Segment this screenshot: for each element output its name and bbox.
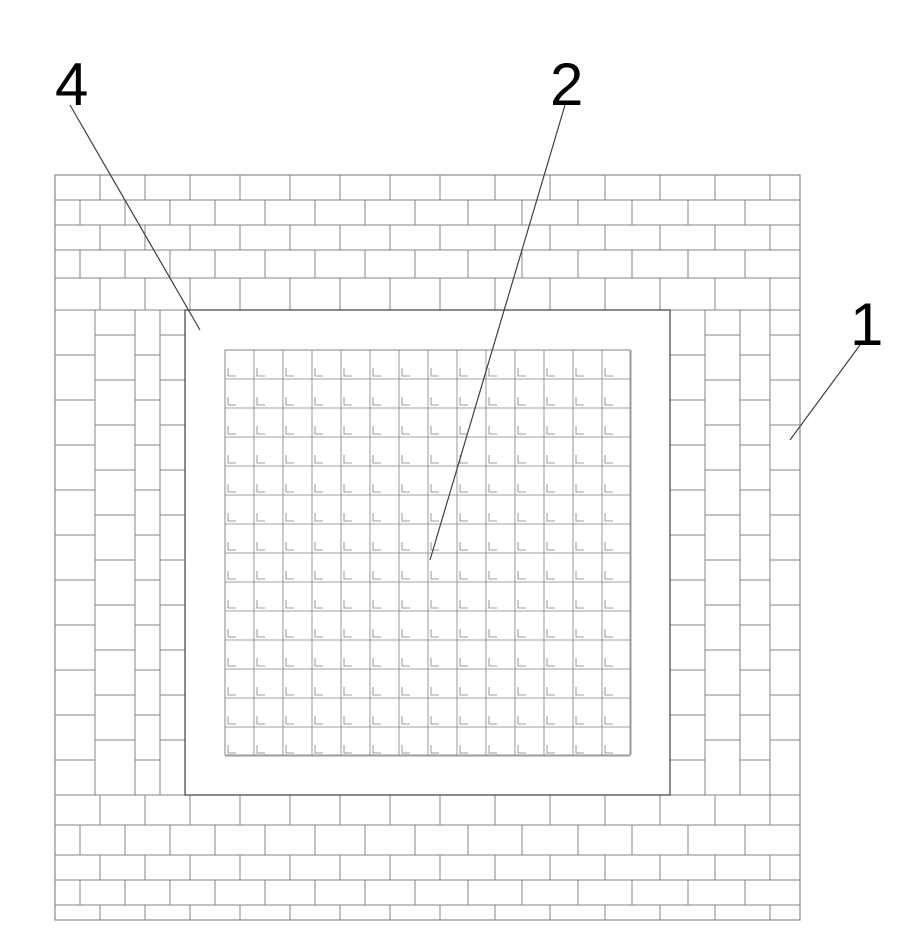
- callout-label-4: 4: [55, 50, 88, 119]
- callout-label-2: 2: [550, 50, 583, 119]
- diagram-svg: [0, 0, 904, 937]
- callout-label-1: 1: [850, 290, 883, 359]
- technical-diagram: 4 2 1: [0, 0, 904, 937]
